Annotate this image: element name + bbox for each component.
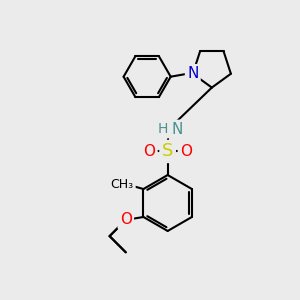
Text: CH₃: CH₃ [111,178,134,191]
Text: O: O [120,212,132,227]
Text: S: S [162,142,173,160]
Text: N: N [171,122,183,137]
Text: O: O [180,144,192,159]
Text: N: N [187,66,199,81]
Text: O: O [143,144,155,159]
Text: H: H [157,122,168,136]
